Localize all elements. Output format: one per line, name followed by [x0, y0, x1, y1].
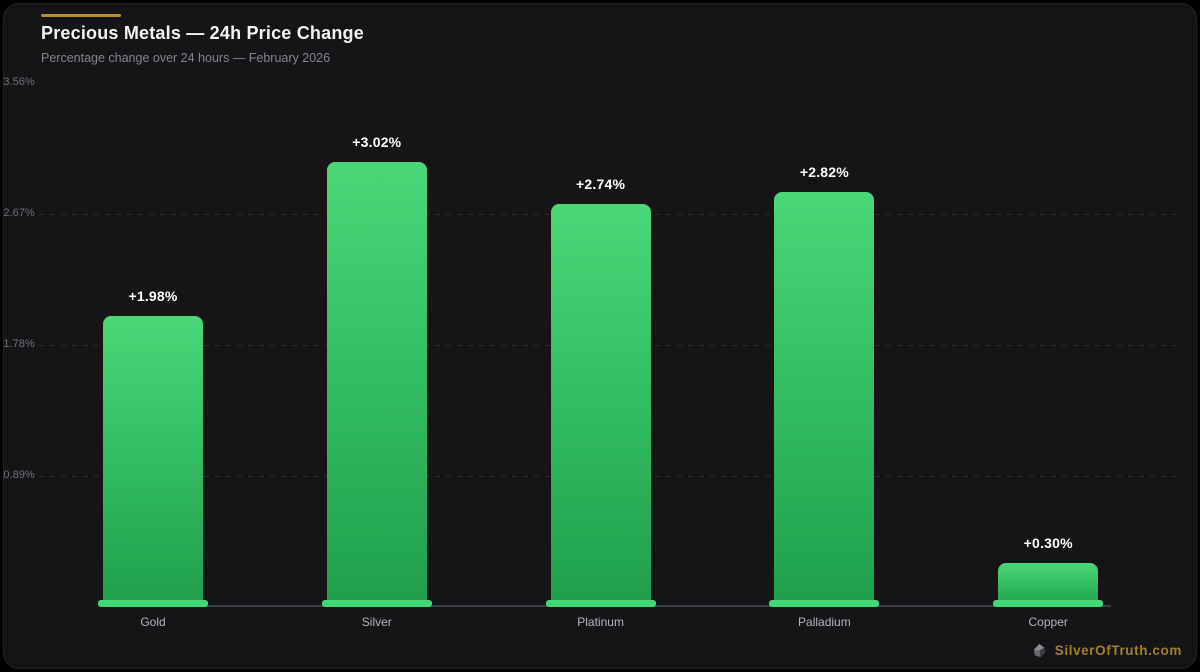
value-label: +2.82%: [799, 163, 849, 180]
brand-footer: SilverOfTruth.com: [1032, 643, 1182, 658]
y-tick-label: +1.78%: [3, 338, 35, 350]
chart-subtitle: Percentage change over 24 hours — Februa…: [41, 51, 331, 65]
value-label: +0.30%: [1023, 534, 1073, 551]
value-label: +1.98%: [128, 287, 178, 304]
bar-gold: [98, 315, 208, 607]
value-label: +3.02%: [352, 134, 402, 151]
brand-link[interactable]: SilverOfTruth.com: [1054, 643, 1182, 658]
bar-base-glow: [769, 599, 880, 607]
bar-silver: [321, 162, 432, 607]
value-label: +2.74%: [576, 175, 626, 192]
y-tick-label: +2.67%: [3, 207, 35, 219]
category-label: Platinum: [577, 615, 624, 629]
category-label: Copper: [1028, 615, 1068, 629]
bar-copper: [993, 562, 1104, 607]
chart-card: Precious Metals — 24h Price Change Perce…: [3, 3, 1197, 669]
bar-base-glow: [321, 599, 432, 607]
category-label: Palladium: [798, 615, 851, 629]
bar-platinum: [545, 203, 656, 607]
y-tick-label: +0.89%: [3, 469, 35, 481]
bar-base-glow: [98, 599, 208, 607]
category-label: Gold: [140, 615, 166, 629]
accent-bar: [41, 14, 121, 17]
bar-base-glow: [993, 599, 1104, 607]
silver-nugget-icon: [1032, 643, 1047, 658]
plot-area: Precious Metals — 24h Price Change Perce…: [3, 4, 1196, 668]
bar-palladium: [769, 191, 880, 607]
y-tick-label: +3.56%: [3, 76, 35, 88]
chart-title: Precious Metals — 24h Price Change: [41, 23, 364, 43]
category-label: Silver: [361, 615, 392, 629]
bar-base-glow: [545, 599, 656, 607]
